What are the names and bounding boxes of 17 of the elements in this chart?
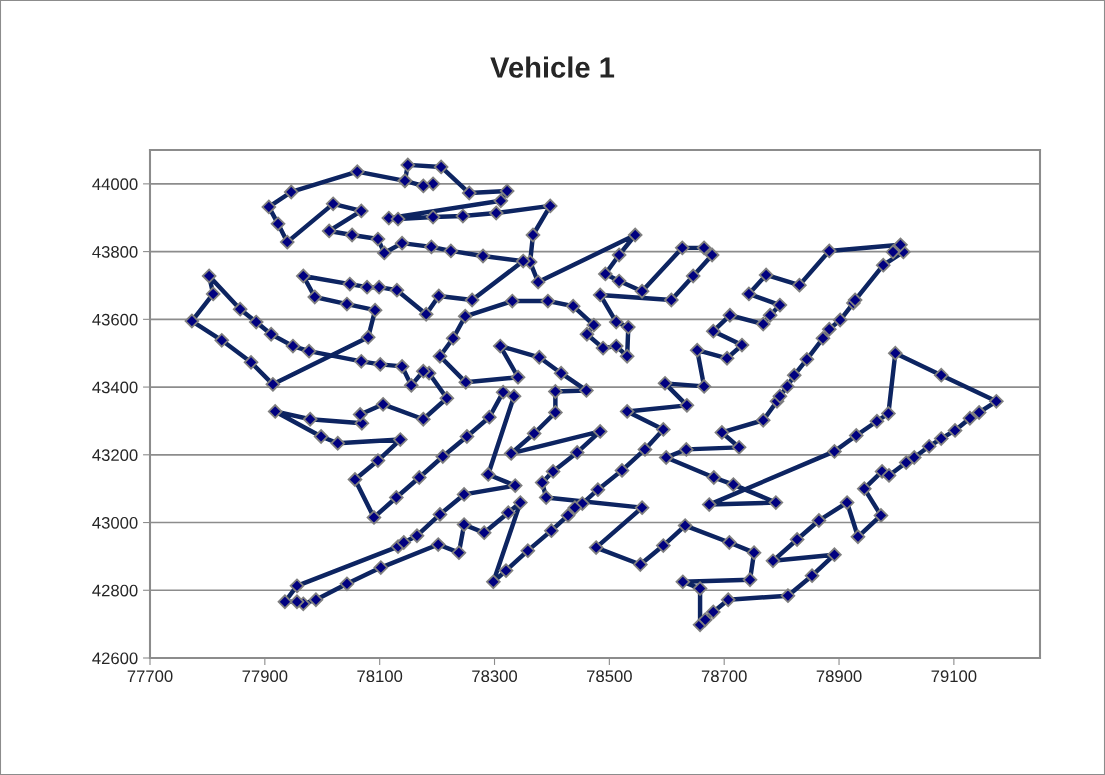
x-tick-label: 77900 <box>242 670 288 683</box>
y-tick-label: 43000 <box>92 516 138 529</box>
y-tick-label: 44000 <box>92 178 138 191</box>
y-tick-label: 42800 <box>92 584 138 597</box>
y-tick-label: 43800 <box>92 246 138 258</box>
chart-title: Vehicle 1 <box>490 56 615 78</box>
x-tick-label: 78300 <box>472 670 518 683</box>
x-tick-label: 78100 <box>357 670 403 683</box>
x-tick-label: 78700 <box>701 670 747 683</box>
y-tick-label: 43600 <box>92 313 138 326</box>
y-tick-label: 42600 <box>92 652 138 665</box>
y-tick-label: 43200 <box>92 449 138 461</box>
x-tick-label: 79100 <box>931 670 977 683</box>
x-tick-label: 78500 <box>587 670 632 683</box>
y-tick-label: 43400 <box>92 381 138 394</box>
x-tick-label: 77700 <box>127 670 173 683</box>
x-tick-label: 78900 <box>816 670 862 683</box>
